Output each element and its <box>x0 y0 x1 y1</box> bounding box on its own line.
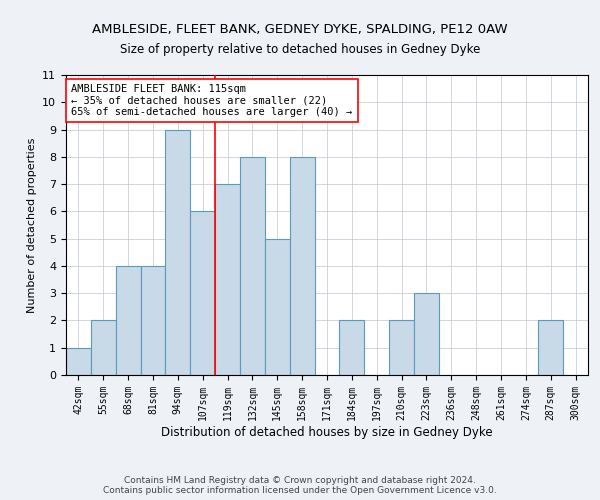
Bar <box>414 293 439 375</box>
Bar <box>166 130 190 375</box>
Text: AMBLESIDE, FLEET BANK, GEDNEY DYKE, SPALDING, PE12 0AW: AMBLESIDE, FLEET BANK, GEDNEY DYKE, SPAL… <box>92 22 508 36</box>
Bar <box>140 266 166 375</box>
Bar <box>190 212 215 375</box>
Text: Contains HM Land Registry data © Crown copyright and database right 2024.
Contai: Contains HM Land Registry data © Crown c… <box>103 476 497 495</box>
Bar <box>538 320 563 375</box>
Bar <box>215 184 240 375</box>
Y-axis label: Number of detached properties: Number of detached properties <box>27 138 37 312</box>
Bar <box>116 266 140 375</box>
Bar <box>389 320 414 375</box>
Bar <box>290 157 314 375</box>
X-axis label: Distribution of detached houses by size in Gedney Dyke: Distribution of detached houses by size … <box>161 426 493 438</box>
Bar <box>66 348 91 375</box>
Bar <box>340 320 364 375</box>
Bar <box>240 157 265 375</box>
Text: Size of property relative to detached houses in Gedney Dyke: Size of property relative to detached ho… <box>120 42 480 56</box>
Text: AMBLESIDE FLEET BANK: 115sqm
← 35% of detached houses are smaller (22)
65% of se: AMBLESIDE FLEET BANK: 115sqm ← 35% of de… <box>71 84 352 117</box>
Bar <box>91 320 116 375</box>
Bar <box>265 238 290 375</box>
